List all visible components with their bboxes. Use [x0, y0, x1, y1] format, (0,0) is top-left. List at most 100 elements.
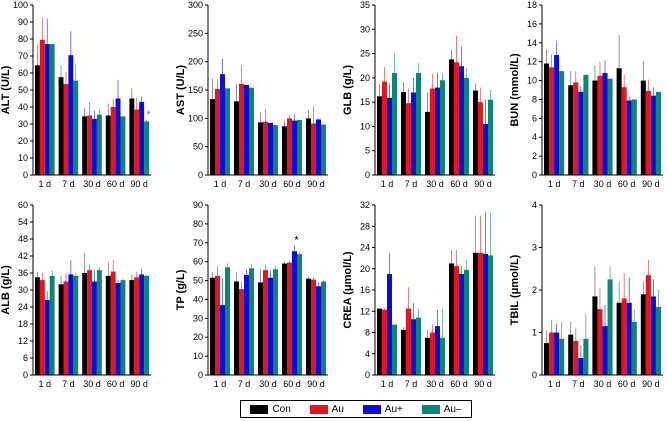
x-tick-label: 60 d [107, 379, 125, 389]
y-tick-label: 0 [198, 170, 203, 180]
bar-au-minus-90d [655, 91, 661, 175]
bar-au-7d [573, 82, 579, 175]
x-tick-label: 90 d [130, 179, 148, 189]
bar-au-90d [478, 252, 483, 375]
x-tick-label: 30 d [259, 379, 277, 389]
y-tick-label: 30 [18, 285, 28, 295]
y-tick-label: 20 [18, 136, 28, 146]
x-tick-label: 30 d [83, 179, 101, 189]
bar-au-plus-1d [220, 74, 225, 175]
bar-au-minus-1d [392, 324, 397, 375]
y-tick-label: 1 [532, 328, 537, 338]
chart-panel-alb: 0 6 12 18 24 30 36 42 48 54 60 ALB (g/L) 1 d 7 d 30 d 6… [0, 200, 151, 389]
y-tick-label: 4 [532, 200, 537, 210]
bar-au-30d [430, 88, 435, 175]
bar-au-plus-7d [411, 92, 416, 175]
bar-con-60d [105, 275, 111, 375]
y-tick-label: 10 [527, 76, 537, 86]
bar-con-7d [568, 334, 574, 375]
y-tick-label: 30 [193, 313, 203, 323]
bar-au-plus-1d [220, 305, 225, 375]
bar-au-minus-30d [440, 337, 445, 375]
bar-au-plus-60d [459, 66, 464, 175]
x-tick-label: 90 d [307, 379, 325, 389]
bar-con-7d [568, 85, 574, 175]
y-tick-label: 36 [18, 268, 28, 278]
x-tick-label: 7 d [62, 379, 75, 389]
chart-panel-tbil: 0 1 2 3 4 TBIL (μmol/L) 1 d 7 d 30 d 60 d 90 d [509, 200, 663, 389]
bar-au-plus-60d [626, 100, 632, 175]
x-tick-label: 1 d [39, 179, 52, 189]
y-tick-label: 300 [188, 0, 203, 10]
legend-label-con: Con [272, 403, 291, 415]
x-tick-label: 7 d [405, 179, 418, 189]
bar-au-minus-7d [416, 73, 421, 175]
bar-au-60d [454, 62, 459, 175]
y-tick-label: 90 [193, 200, 203, 210]
legend-swatch-con [250, 404, 269, 414]
bar-au-30d [430, 332, 435, 375]
x-tick-label: 1 d [214, 179, 227, 189]
bar-au-plus-30d [435, 326, 440, 375]
y-tick-label: 20 [360, 264, 370, 274]
y-tick-label: 60 [18, 200, 28, 210]
y-tick-label: 50 [18, 85, 28, 95]
bar-au-7d [63, 84, 69, 175]
chart-panel-glb: 0 5 10 15 20 25 30 35 GLB (g/L) 1 d 7 d 30 d 60 d 90 … [342, 0, 495, 189]
bar-au-30d [263, 121, 268, 175]
bar-au-minus-60d [297, 120, 302, 175]
x-tick-label: 60 d [618, 179, 636, 189]
y-axis-title: BUN (mmol/L) [509, 53, 521, 127]
x-tick-label: 7 d [62, 179, 75, 189]
bar-au-plus-1d [387, 274, 392, 375]
bar-au-90d [311, 279, 316, 375]
bar-au-60d [110, 107, 116, 175]
bar-au-minus-30d [440, 80, 445, 175]
bar-au-minus-90d [488, 255, 493, 375]
y-tick-label: 30 [18, 119, 28, 129]
bar-au-1d [549, 67, 555, 175]
y-tick-label: 15 [360, 97, 370, 107]
bar-con-90d [640, 294, 646, 375]
y-axis-title: ALB (g/L) [0, 265, 12, 315]
bar-au-plus-30d [268, 277, 273, 375]
bar-au-minus-60d [631, 99, 637, 175]
bar-au-7d [239, 83, 244, 175]
bar-au-plus-1d [387, 97, 392, 175]
y-tick-label: 24 [360, 243, 370, 253]
bar-au-minus-7d [249, 87, 254, 175]
bar-au-plus-90d [139, 274, 145, 375]
bar-au-90d [134, 109, 140, 175]
y-tick-label: 150 [188, 85, 203, 95]
bar-au-minus-90d [144, 121, 149, 175]
y-tick-label: 0 [365, 170, 370, 180]
y-tick-label: 0 [198, 370, 203, 380]
chart-panel-crea: 0 4 8 12 16 20 24 28 32 CREA (μmol/L) 1 d 7 d 30 d 60… [342, 200, 495, 389]
bar-au-60d [110, 271, 116, 375]
y-tick-label: 2 [532, 151, 537, 161]
bar-au-90d [645, 90, 651, 175]
y-tick-label: 12 [527, 57, 537, 67]
legend-item-con: Con [250, 403, 291, 415]
bar-au-7d [239, 289, 244, 375]
bar-au-60d [287, 262, 292, 375]
bar-au-minus-90d [144, 275, 149, 375]
bar-au-plus-60d [115, 282, 121, 375]
bar-au-minus-60d [464, 269, 469, 375]
x-tick-label: 30 d [594, 179, 612, 189]
bar-au-60d [454, 266, 459, 375]
y-tick-label: 2 [532, 285, 537, 295]
bar-con-60d [616, 302, 622, 375]
bar-au-minus-1d [559, 338, 565, 375]
bar-au-7d [573, 341, 579, 375]
x-tick-label: 60 d [283, 179, 301, 189]
bar-au-plus-7d [411, 319, 416, 375]
bar-au-plus-1d [554, 55, 560, 175]
x-tick-label: 1 d [39, 379, 52, 389]
bar-au-90d [134, 277, 140, 375]
bar-con-7d [234, 101, 239, 175]
bar-con-1d [377, 308, 382, 375]
bar-au-plus-1d [44, 44, 50, 175]
bar-au-plus-90d [483, 124, 488, 175]
bar-au-1d [215, 88, 220, 175]
